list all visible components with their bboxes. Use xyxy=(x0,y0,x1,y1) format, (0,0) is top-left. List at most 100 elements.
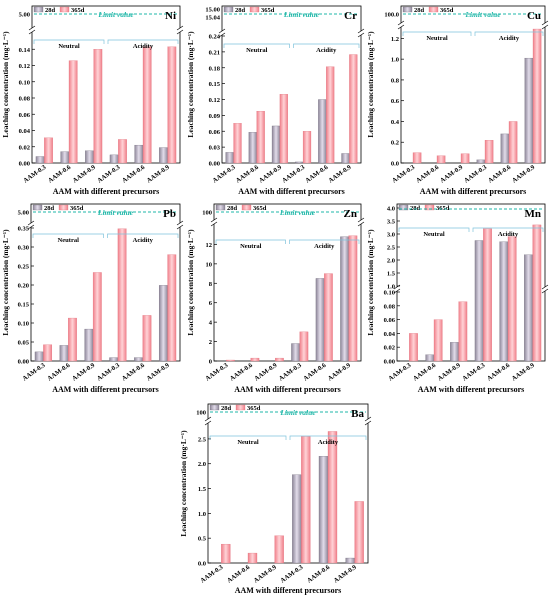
pb-xtick-label: AAM-0.9 xyxy=(146,361,172,382)
mn-xlabel: AAM with different precursors xyxy=(418,385,525,394)
cu-ytick-label: 0.2 xyxy=(391,140,399,147)
zn-bar-365d xyxy=(324,273,333,362)
mn-break-mark xyxy=(541,288,549,294)
zn-xtick-label: AAM-0.3 xyxy=(278,361,304,382)
pb-bracket-acidity xyxy=(107,233,179,238)
cu-legend-swatch-365d xyxy=(428,6,439,13)
zn-limit-label: Limit value xyxy=(279,208,316,217)
ni-ytick-label: 0.12 xyxy=(19,63,30,70)
cr-xtick-label: AAM-0.6 xyxy=(304,163,330,184)
cu-bracket-acidity xyxy=(474,31,544,36)
ba-break-mark xyxy=(364,416,372,422)
ni-bracket-neutral xyxy=(33,39,105,44)
ba-legend-365d: 365d xyxy=(247,405,261,412)
cr-group-label-acidity: Acidity xyxy=(316,47,337,54)
mn-xtick-label: AAM-0.9 xyxy=(511,361,537,382)
pb-bar-365d xyxy=(92,272,102,362)
zn-xlabel: AAM with different precursors xyxy=(234,385,341,394)
cr-legend-swatch-365d xyxy=(249,6,260,13)
cu-ytick-label: 100.0 xyxy=(384,12,399,19)
cr-bar-365d xyxy=(302,131,312,164)
pb-xtick-label: AAM-0.6 xyxy=(121,361,147,382)
panel-cr: 0.00 0.03 0.06 0.09 0.12 0.15 0.18 0.21 0.24 15.0… xyxy=(185,0,365,198)
ba-xtick-label: AAM-0.6 xyxy=(226,563,252,584)
mn-bar-28d xyxy=(425,354,435,362)
ba-bar-365d xyxy=(274,535,284,564)
cr-ytick-label: 0.09 xyxy=(209,113,221,120)
panel-zn: 0 2 4 6 8 10 12 100 Limit value AAM-0.3 AAM-0.6 AAM… xyxy=(185,198,365,396)
cu-ytick-label: 0.8 xyxy=(391,77,400,84)
pb-bar-28d xyxy=(158,285,168,362)
pb-break-mark xyxy=(176,220,184,226)
ni-element-label: Ni xyxy=(165,10,176,22)
mn-ytick-label: 0.04 xyxy=(384,331,396,338)
cu-xtick-label: AAM-0.6 xyxy=(487,163,513,184)
mn-ytick-label: 2.0 xyxy=(387,258,395,265)
mn-ytick-label: 0.02 xyxy=(384,345,395,352)
ni-bar-365d xyxy=(167,46,177,164)
cr-ytick-label: 0.06 xyxy=(209,129,221,136)
cr-bar-28d xyxy=(318,99,327,164)
zn-legend-365d: 365d xyxy=(253,205,267,212)
cu-break-mark xyxy=(541,24,549,30)
panel-cu: 0.0 0.2 0.4 0.6 0.8 1.0 1.2 100.0 Limit value AAM… xyxy=(365,0,550,198)
ni-bar-28d xyxy=(60,151,70,164)
mn-legend-365d: 365d xyxy=(436,205,450,212)
cu-xlabel: AAM with different precursors xyxy=(420,187,527,196)
cu-xtick-label: AAM-0.9 xyxy=(511,163,537,184)
ni-legend-28d: 28d xyxy=(45,7,56,14)
pb-bar-365d xyxy=(43,344,53,362)
mn-ytick-label: 0.00 xyxy=(384,359,395,366)
cu-xtick-label: AAM-0.6 xyxy=(415,163,441,184)
pb-group-label-neutral: Neutral xyxy=(58,237,79,244)
ba-legend-swatch-365d xyxy=(235,404,246,411)
zn-ytick-label: 100 xyxy=(202,210,212,217)
cr-axis-break xyxy=(220,31,363,35)
pb-legend-swatch-365d xyxy=(58,204,69,211)
pb-bar-28d xyxy=(34,351,44,362)
zn-ytick-label: 10 xyxy=(206,261,213,268)
ba-plot-frame xyxy=(207,403,369,564)
cu-legend-365d: 365d xyxy=(440,7,454,14)
mn-bar-28d xyxy=(450,342,459,362)
cr-ytick-label: 15.00 xyxy=(205,7,220,14)
ba-bar-365d xyxy=(354,501,364,564)
cr-group-label-neutral: Neutral xyxy=(246,47,267,54)
cu-legend-28d: 28d xyxy=(414,7,425,14)
ni-limit-label: Limit value xyxy=(97,10,134,19)
ni-ylabel: Leaching concentration (mg·L⁻¹) xyxy=(1,31,10,138)
cu-ytick-label: 0.4 xyxy=(391,119,400,126)
mn-legend-swatch-28d xyxy=(398,204,409,211)
cu-bar-28d xyxy=(476,159,486,164)
pb-element-label: Pb xyxy=(163,208,176,220)
pb-xlabel: AAM with different precursors xyxy=(52,385,159,394)
zn-xtick-label: AAM-0.6 xyxy=(229,361,255,382)
mn-ytick-label: 1.0 xyxy=(387,284,395,291)
cu-xtick-label: AAM-0.9 xyxy=(439,163,465,184)
cr-bar-365d xyxy=(233,123,242,164)
zn-bar-28d xyxy=(315,278,325,362)
ba-bar-28d xyxy=(345,557,355,564)
cu-bar-28d xyxy=(524,57,534,164)
cr-xtick-label: AAM-0.3 xyxy=(281,163,307,184)
cu-bar-365d xyxy=(484,140,494,164)
ni-bar-365d xyxy=(142,46,152,164)
ba-bracket-acidity xyxy=(289,435,367,440)
ni-axis-break xyxy=(30,28,182,32)
mn-element-label: Mn xyxy=(525,208,542,220)
ni-xtick-label: AAM-0.6 xyxy=(47,163,73,184)
cr-break-mark xyxy=(218,32,226,38)
mn-group-label-neutral: Neutral xyxy=(423,231,444,238)
ni-break-mark xyxy=(28,25,36,31)
cr-bar-365d xyxy=(349,54,358,164)
zn-break-mark xyxy=(357,217,365,223)
ni-ytick-label: 0.06 xyxy=(19,112,31,119)
cu-break-mark xyxy=(541,20,549,26)
mn-ylabel: Leaching concentration (mg·L⁻¹) xyxy=(366,229,375,336)
pb-plot-frame xyxy=(30,203,181,362)
mn-xtick-label: AAM-0.6 xyxy=(486,361,512,382)
cr-xlabel: AAM with different precursors xyxy=(238,187,345,196)
ba-ytick-label: 1.0 xyxy=(198,511,206,518)
zn-group-label-neutral: Neutral xyxy=(240,243,261,250)
